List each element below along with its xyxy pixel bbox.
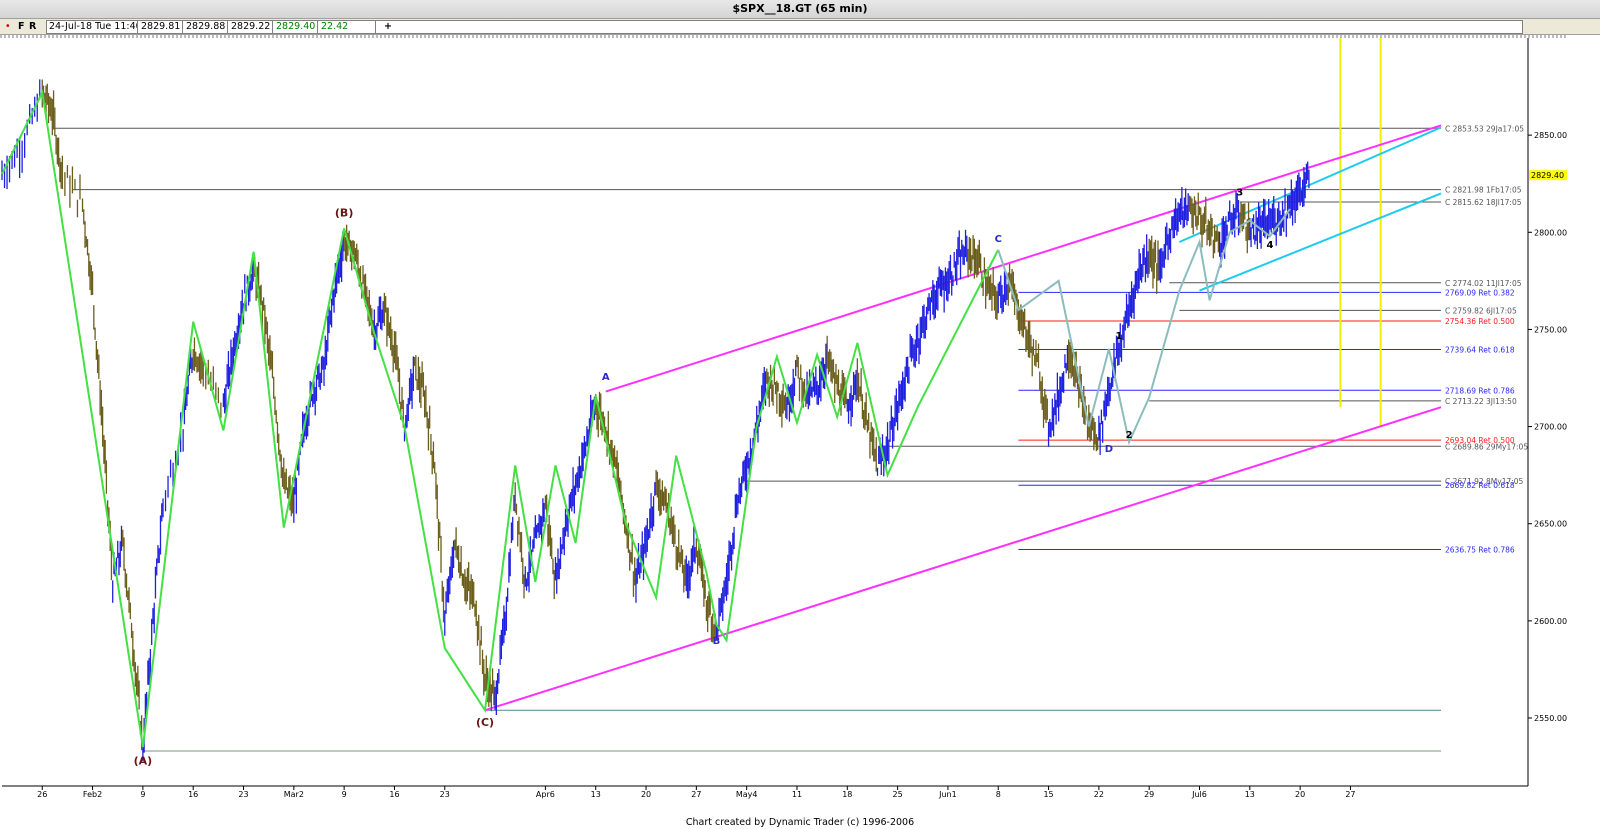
wave-label-7: 1 [1116, 331, 1123, 342]
bar-datetime: 24-Jul-18 Tue 11:40 [49, 21, 142, 32]
status-dot-icon: • [5, 21, 11, 32]
level-label-7: 2739.64 Ret 0.618 [1445, 346, 1515, 355]
wave-label-8: 2 [1126, 430, 1133, 441]
x-tick-label-18: 8 [996, 790, 1001, 799]
add-button[interactable]: + [384, 21, 392, 32]
y-tick-label-3: 2700.00 [1534, 423, 1567, 432]
r-button[interactable]: R [29, 21, 37, 32]
x-tick-label-6: 9 [342, 790, 347, 799]
last-price-box [1529, 170, 1567, 181]
wave-label-0: (A) [134, 755, 153, 768]
level-label-6: 2754.36 Ret 0.500 [1445, 317, 1515, 326]
x-tick-label-8: 23 [440, 790, 450, 799]
level-label-12: C 2671.92 8My17:05 [1445, 477, 1524, 486]
x-tick-label-13: May4 [736, 790, 758, 799]
x-tick-label-21: 29 [1144, 790, 1154, 799]
channel-line-3 [1199, 192, 1442, 292]
toolbar: • F R 24-Jul-18 Tue 11:40 2829.81 2829.8… [0, 19, 1600, 35]
channel-line-0 [605, 124, 1442, 393]
level-label-5: C 2759.82 6Jl17:05 [1445, 306, 1517, 315]
x-tick-label-1: Feb2 [83, 790, 102, 799]
x-tick-label-2: 9 [140, 790, 145, 799]
bar-low: 2829.22 [231, 21, 271, 32]
chart-title: $SPX__18.GT (65 min) [0, 0, 1600, 19]
bar-change: 22.42 [321, 21, 349, 32]
level-label-10: 2693.04 Ret 0.500 [1445, 436, 1515, 445]
level-label-14: 2636.75 Ret 0.786 [1445, 545, 1515, 554]
x-tick-label-16: 25 [893, 790, 903, 799]
bar-close: 2829.40 [276, 21, 316, 32]
f-button[interactable]: F [18, 21, 25, 32]
x-tick-label-25: 27 [1345, 790, 1355, 799]
y-tick-label-0: 2550.00 [1534, 714, 1567, 723]
x-tick-label-7: 16 [389, 790, 399, 799]
level-label-9: C 2713.22 3Jl13:50 [1445, 397, 1517, 406]
level-label-11: C 2689.86 29My17:05 [1445, 442, 1528, 451]
zigzag-secondary [997, 208, 1291, 446]
x-tick-label-10: 13 [591, 790, 601, 799]
level-label-3: C 2774.02 11Jl17:05 [1445, 279, 1522, 288]
wave-label-10: 4 [1266, 240, 1273, 251]
x-tick-label-0: 26 [37, 790, 47, 799]
x-tick-label-20: 22 [1094, 790, 1104, 799]
last-price-label: 2829.40 [1531, 171, 1564, 180]
x-tick-label-11: 20 [641, 790, 651, 799]
x-tick-label-12: 27 [691, 790, 701, 799]
x-tick-label-9: Apr6 [536, 790, 555, 799]
horizontal-levels: C 2853.53 29Ja17:05 C 2821.98 1Fb17:05 C 2… [52, 124, 1528, 752]
level-label-13: 2669.82 Ret 0.618 [1445, 481, 1515, 490]
x-tick-label-19: 15 [1043, 790, 1053, 799]
channel-lines [484, 124, 1442, 712]
channel-line-2 [1178, 126, 1442, 243]
wave-label-1: (B) [335, 207, 353, 220]
wave-label-9: 3 [1236, 187, 1243, 198]
x-tick-label-15: 18 [842, 790, 852, 799]
wave-label-3: A [602, 372, 610, 383]
zigzag-primary [1, 89, 1000, 748]
level-label-8: 2718.69 Ret 0.786 [1445, 386, 1515, 395]
y-tick-label-5: 2800.00 [1534, 228, 1567, 237]
x-tick-label-23: 13 [1245, 790, 1255, 799]
x-tick-label-17: Jun1 [938, 790, 957, 799]
price-bars [1, 79, 1310, 761]
wave-labels: (A) (B) (C) A B C D 1 2 3 4 [134, 187, 1274, 767]
x-tick-label-3: 16 [188, 790, 198, 799]
y-tick-label-2: 2650.00 [1534, 520, 1567, 529]
x-tick-label-14: 11 [792, 790, 802, 799]
channel-line-1 [484, 406, 1442, 712]
bar-high: 2829.88 [186, 21, 226, 32]
scroll-stripe [0, 35, 1566, 38]
level-label-4: 2769.09 Ret 0.382 [1445, 288, 1515, 297]
footer-credit: Chart created by Dynamic Trader (c) 1996… [685, 817, 915, 828]
wave-label-5: C [995, 234, 1002, 245]
x-tick-label-22: Jul6 [1191, 790, 1207, 799]
time-lines [1339, 38, 1382, 427]
y-tick-label-6: 2850.00 [1534, 131, 1567, 140]
y-tick-label-4: 2750.00 [1534, 325, 1567, 334]
y-tick-label-1: 2600.00 [1534, 617, 1567, 626]
level-label-1: C 2821.98 1Fb17:05 [1445, 186, 1522, 195]
x-tick-label-5: Mar2 [284, 790, 304, 799]
x-tick-label-4: 23 [238, 790, 248, 799]
level-label-2: C 2815.62 18Jl17:05 [1445, 198, 1522, 207]
wave-label-6: D [1105, 444, 1113, 455]
bar-open: 2829.81 [141, 21, 181, 32]
axes: 2550.00 2600.00 2650.00 2700.00 2750.00 2800.… [2, 38, 1567, 799]
wave-label-2: (C) [476, 716, 494, 729]
wave-label-4: B [713, 636, 721, 647]
level-label-0: C 2853.53 29Ja17:05 [1445, 124, 1524, 133]
x-tick-label-24: 20 [1295, 790, 1305, 799]
swing-zigzag [1, 89, 1291, 748]
